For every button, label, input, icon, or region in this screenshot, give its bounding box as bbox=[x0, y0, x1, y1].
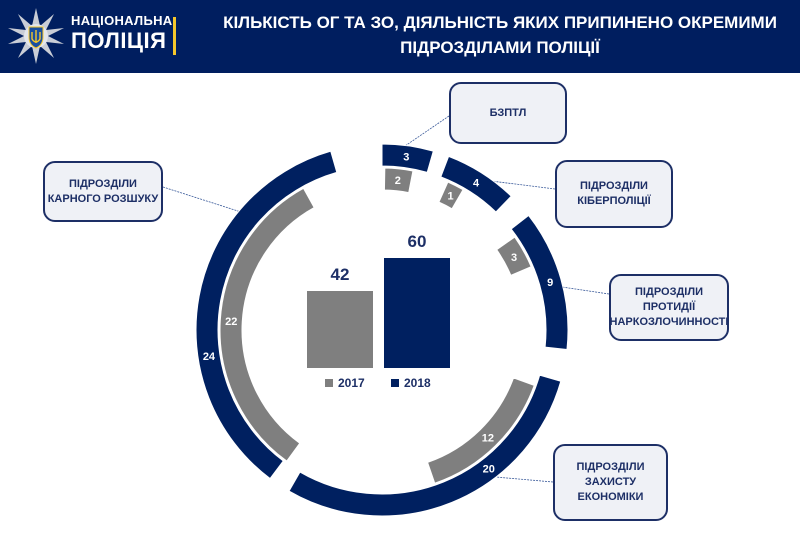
callout-economic-protection: ПІДРОЗДІЛИ ЗАХИСТУ ЕКОНОМІКИ bbox=[553, 444, 668, 521]
ring-value-label: 20 bbox=[483, 464, 495, 476]
legend-swatch-2017 bbox=[325, 379, 333, 387]
ring-segment-2018-3 bbox=[510, 214, 569, 350]
bar-value-2017: 42 bbox=[330, 265, 350, 284]
callout-economy-text: ПІДРОЗДІЛИ ЗАХИСТУ ЕКОНОМІКИ bbox=[576, 461, 645, 503]
ring-value-label: 4 bbox=[473, 177, 480, 189]
ring-2018 bbox=[195, 143, 569, 517]
callout-bzptl-text: БЗПТЛ bbox=[489, 106, 527, 119]
brand-bottom-text: ПОЛІЦІЯ bbox=[71, 28, 167, 53]
ring-segment-2017-4 bbox=[426, 377, 535, 484]
ring-segment-2018-4 bbox=[288, 374, 562, 517]
header-divider bbox=[173, 17, 176, 55]
legend-label-2017: 2017 bbox=[338, 376, 365, 390]
ring-value-label: 3 bbox=[403, 152, 409, 164]
ring-segment-2017-2 bbox=[438, 181, 464, 210]
brand-top-text: НАЦІОНАЛЬНА bbox=[71, 13, 173, 28]
ring-segment-2018-1 bbox=[381, 143, 434, 173]
ring-value-label: 2 bbox=[395, 175, 401, 187]
bar-2018 bbox=[384, 258, 450, 368]
header-bar: НАЦІОНАЛЬНА ПОЛІЦІЯ КІЛЬКІСТЬ ОГ ТА ЗО, … bbox=[0, 0, 800, 73]
callout-drug-crime: ПІДРОЗДІЛИ ПРОТИДІЇ НАРКОЗЛОЧИННОСТІ bbox=[609, 274, 729, 341]
callout-criminal-text: ПІДРОЗДІЛИ КАРНОГО РОЗШУКУ bbox=[47, 177, 159, 205]
total-bars bbox=[307, 258, 450, 368]
legend-swatch-2018 bbox=[391, 379, 399, 387]
page-title: КІЛЬКІСТЬ ОГ ТА ЗО, ДІЯЛЬНІСТЬ ЯКИХ ПРИП… bbox=[223, 13, 777, 57]
legend-2017: 2017 bbox=[325, 376, 365, 390]
ring-value-label: 1 bbox=[447, 190, 453, 202]
callout-cyber-text: ПІДРОЗДІЛИ КІБЕРПОЛІЦІЇ bbox=[577, 180, 651, 207]
callout-criminal-investigation: ПІДРОЗДІЛИ КАРНОГО РОЗШУКУ bbox=[43, 161, 163, 222]
bar-2017 bbox=[307, 291, 373, 368]
ring-value-label: 9 bbox=[547, 277, 553, 289]
ring-segment-2017-1 bbox=[383, 167, 414, 194]
ring-value-label: 12 bbox=[482, 433, 494, 445]
ring-segment-2018-0 bbox=[195, 150, 338, 480]
callout-drugs-text: ПІДРОЗДІЛИ ПРОТИДІЇ НАРКОЗЛОЧИННОСТІ bbox=[609, 286, 729, 328]
callout-cyber-police: ПІДРОЗДІЛИ КІБЕРПОЛІЦІЇ bbox=[555, 160, 673, 228]
police-star-trident-icon bbox=[8, 8, 64, 64]
ring-segment-2018-2 bbox=[440, 155, 512, 213]
ring-value-label: 24 bbox=[203, 351, 216, 363]
ring-2017 bbox=[219, 167, 535, 484]
ring-segment-2017-0 bbox=[219, 187, 315, 462]
brand-name: НАЦІОНАЛЬНА ПОЛІЦІЯ bbox=[71, 13, 172, 53]
ring-segment-2017-3 bbox=[495, 236, 532, 276]
callout-bzptl: БЗПТЛ bbox=[449, 82, 567, 144]
legend-2018: 2018 bbox=[391, 376, 431, 390]
ring-value-label: 22 bbox=[225, 316, 237, 328]
ring-value-label: 3 bbox=[511, 252, 517, 264]
bar-value-2018: 60 bbox=[407, 232, 427, 251]
legend-label-2018: 2018 bbox=[404, 376, 431, 390]
